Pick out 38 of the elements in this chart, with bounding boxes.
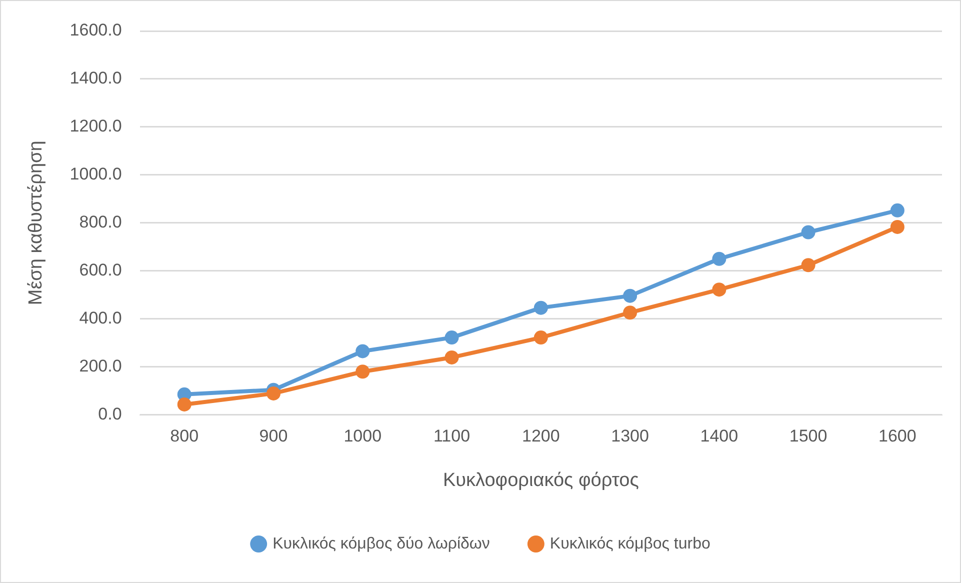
y-tick-label: 1400.0 (70, 68, 122, 88)
point (356, 364, 370, 379)
point (534, 300, 548, 315)
point (444, 350, 459, 364)
point (801, 258, 816, 272)
y-tick-label: 1000.0 (70, 164, 122, 184)
point (801, 225, 816, 240)
point (712, 282, 726, 297)
point (890, 220, 904, 234)
point (712, 252, 726, 266)
point (623, 306, 638, 320)
point (177, 397, 192, 412)
y-tick-label: 800.0 (79, 212, 122, 232)
x-tick-label: 1600 (878, 426, 916, 446)
point (444, 330, 459, 345)
x-tick-label: 1400 (700, 426, 738, 446)
legend-label: Κυκλικός κόμβος turbo (550, 535, 711, 552)
x-tick-label: 1500 (789, 426, 828, 446)
x-tick-label: 1000 (344, 426, 382, 446)
y-tick-label: 400.0 (79, 308, 122, 328)
y-tick-label: 200.0 (79, 356, 122, 376)
y-tick-label: 1600.0 (70, 20, 122, 40)
x-axis-title: Κυκλοφοριακός φόρτος (442, 470, 639, 491)
point (890, 203, 904, 218)
point (623, 288, 638, 303)
x-tick-label: 900 (259, 426, 288, 446)
x-tick-label: 800 (170, 426, 199, 446)
x-tick-label: 1200 (522, 426, 560, 446)
legend-label: Κυκλικός κόμβος δύο λωρίδων (272, 535, 490, 552)
point (356, 344, 370, 358)
y-axis-title: Μέση καθυστέρηση (26, 140, 47, 306)
x-tick-label: 1300 (611, 426, 649, 446)
point (534, 330, 548, 345)
y-tick-label: 1200.0 (70, 116, 122, 136)
x-tick-label: 1100 (433, 426, 470, 446)
y-tick-label: 0.0 (98, 404, 122, 424)
y-tick-label: 600.0 (79, 260, 122, 280)
point (266, 386, 280, 400)
